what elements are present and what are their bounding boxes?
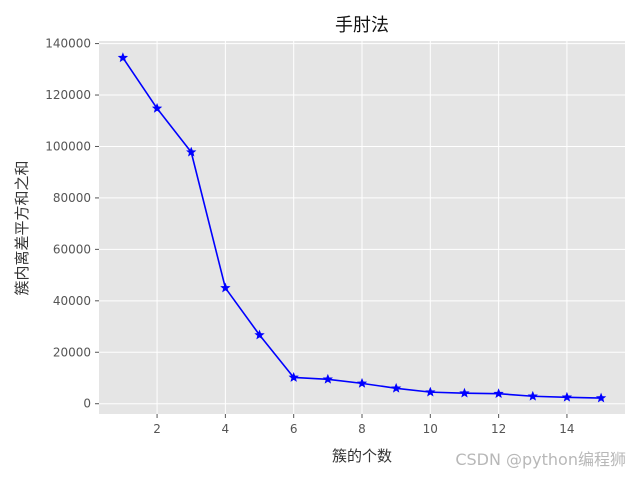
data-point [561,391,573,402]
x-tick-label: 10 [423,422,438,436]
y-tick-label: 0 [83,397,91,411]
y-tick-label: 20000 [53,345,91,359]
x-tick-label: 12 [491,422,506,436]
data-point [527,390,538,401]
data-point [220,282,231,293]
x-tick-label: 2 [153,422,161,436]
series [117,52,607,403]
data-point [117,52,129,63]
y-tick-label: 80000 [53,191,91,205]
data-point [595,392,607,403]
data-point [151,102,163,113]
y-tick-label: 100000 [45,139,91,153]
y-tick-label: 140000 [45,37,91,51]
chart-title: 手肘法 [335,15,389,36]
data-point [493,388,504,399]
data-point [186,146,197,157]
data-point [288,372,299,382]
y-tick-label: 120000 [45,88,91,102]
data-point [425,386,436,397]
x-tick-label: 14 [559,422,574,436]
x-axis-label: 簇的个数 [332,447,392,465]
watermark: CSDN @python编程狮 [455,450,626,469]
data-point [322,373,333,384]
x-tick-label: 4 [222,422,230,436]
grid-lines [99,41,625,414]
y-tick-label: 40000 [53,294,91,308]
data-point [391,382,402,393]
tick-labels: 2 4 6 8 10 12 14 0 20000 40000 60000 80000 100000 120… [45,37,574,436]
y-tick-label: 60000 [53,242,91,256]
x-tick-label: 6 [290,422,298,436]
y-axis-label: 簇内离差平方和之和 [13,160,31,295]
x-tick-label: 8 [358,422,366,436]
data-point [356,377,368,388]
data-point [459,387,470,398]
data-point [254,329,265,340]
